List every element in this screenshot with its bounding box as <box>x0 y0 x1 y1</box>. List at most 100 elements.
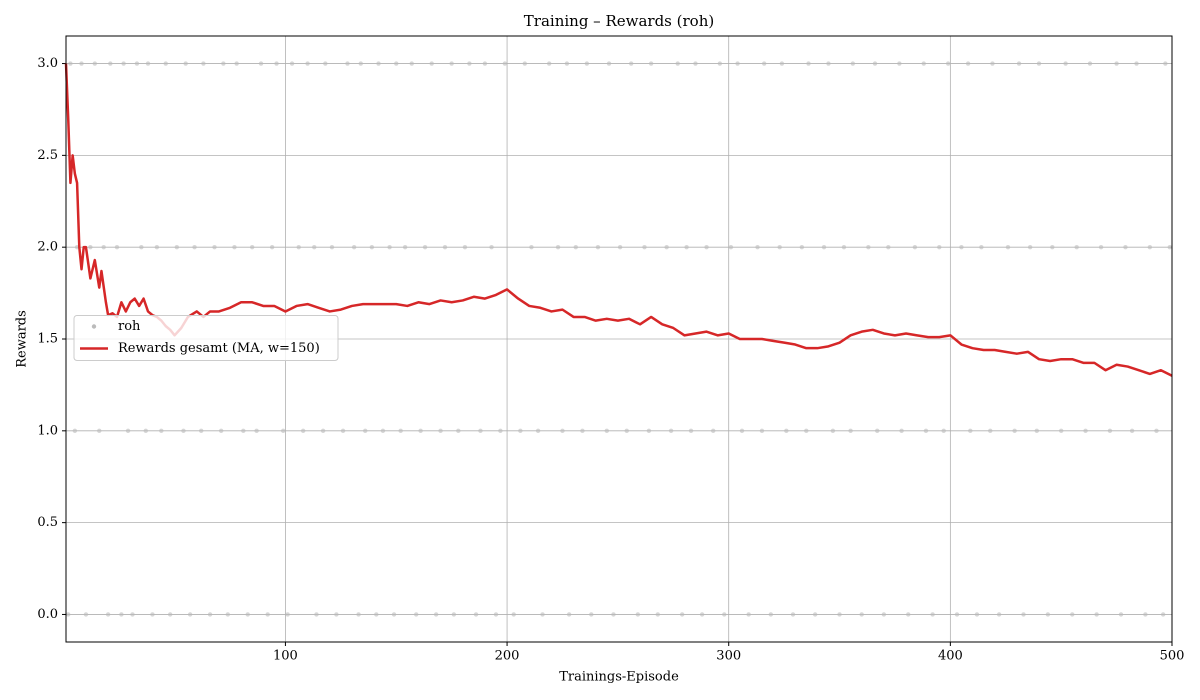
scatter-point <box>595 244 601 250</box>
scatter-point <box>413 612 419 617</box>
scatter-point <box>642 244 647 250</box>
scatter-point <box>312 244 317 250</box>
scatter-point <box>187 612 193 617</box>
scatter-point <box>790 612 796 617</box>
scatter-point <box>518 428 523 434</box>
scatter-point <box>218 428 224 434</box>
scatter-point <box>755 244 760 250</box>
scatter-point <box>438 428 443 434</box>
scatter-point <box>300 428 306 434</box>
scatter-point <box>897 61 902 66</box>
scatter-point <box>688 428 694 434</box>
x-tick-label: 500 <box>1160 649 1185 664</box>
scatter-point <box>451 612 457 617</box>
legend: roh Rewards gesamt (MA, w=150) <box>73 315 339 361</box>
scatter-point <box>866 244 871 250</box>
scatter-point <box>269 244 275 250</box>
scatter-point <box>1167 244 1172 250</box>
scatter-point <box>181 428 186 434</box>
scatter-point <box>88 244 93 250</box>
scatter-point <box>1074 244 1079 250</box>
scatter-point <box>154 244 160 250</box>
scatter-point <box>1021 612 1026 617</box>
scatter-point <box>254 428 259 434</box>
scatter-point <box>1154 428 1159 434</box>
scatter-point <box>1070 612 1075 617</box>
scatter-point <box>899 428 904 434</box>
scatter-point <box>159 428 164 434</box>
scatter-point <box>502 61 508 66</box>
scatter-point <box>274 61 279 66</box>
scatter-point <box>394 61 399 66</box>
scatter-point <box>281 428 286 434</box>
scatter-point <box>848 428 853 434</box>
scatter-point <box>134 61 140 66</box>
x-tick-label: 100 <box>273 649 298 664</box>
scatter-point <box>363 428 368 434</box>
scatter-point <box>611 612 616 617</box>
scatter-point <box>693 61 698 66</box>
scatter-point <box>207 612 213 617</box>
scatter-point <box>265 612 270 617</box>
scatter-point <box>1087 61 1093 66</box>
y-tick-label: 2.5 <box>37 148 58 163</box>
scatter-point <box>1147 244 1153 250</box>
scatter-point <box>974 612 980 617</box>
scatter-point <box>163 61 168 66</box>
scatter-point <box>387 244 392 250</box>
scatter-point <box>473 612 479 617</box>
scatter-point <box>511 612 516 617</box>
scatter-point <box>1143 612 1148 617</box>
scatter-point <box>183 61 188 66</box>
scatter-point <box>684 244 689 250</box>
scatter-point <box>125 428 131 434</box>
legend-label: roh <box>118 319 141 334</box>
legend-label: Rewards gesamt (MA, w=150) <box>118 341 320 356</box>
scatter-point <box>522 61 528 66</box>
scatter-point <box>704 244 709 250</box>
scatter-point <box>988 428 993 434</box>
scatter-point <box>402 244 408 250</box>
scatter-point <box>139 244 144 250</box>
scatter-point <box>759 428 765 434</box>
scatter-point <box>979 244 984 250</box>
scatter-point <box>489 244 494 250</box>
scatter-point <box>449 61 454 66</box>
scatter-point <box>398 428 403 434</box>
scatter-point <box>841 244 847 250</box>
scatter-point <box>804 428 809 434</box>
scatter-point <box>221 61 226 66</box>
scatter-point <box>482 61 488 66</box>
scatter-point <box>555 244 561 250</box>
scatter-point <box>1123 244 1128 250</box>
scatter-point <box>356 612 361 617</box>
scatter-point <box>456 428 461 434</box>
scatter-point <box>374 612 379 617</box>
scatter-point <box>79 61 84 66</box>
legend-marker <box>91 324 97 329</box>
scatter-point <box>358 61 363 66</box>
y-tick-label: 3.0 <box>37 56 58 71</box>
scatter-point <box>1160 612 1166 617</box>
scatter-point <box>493 612 499 617</box>
scatter-point <box>345 61 350 66</box>
scatter-point <box>418 428 423 434</box>
scatter-point <box>1063 61 1068 66</box>
scatter-point <box>305 61 310 66</box>
scatter-point <box>784 428 789 434</box>
scatter-point <box>584 61 590 66</box>
scatter-point <box>606 61 612 66</box>
scatter-point <box>906 612 911 617</box>
scatter-point <box>968 428 973 434</box>
scatter-point <box>945 61 951 66</box>
scatter-point <box>768 612 774 617</box>
scatter-point <box>799 244 805 250</box>
scatter-point <box>467 61 472 66</box>
scatter-point <box>881 612 887 617</box>
scatter-point <box>66 612 71 617</box>
scatter-point <box>777 244 782 250</box>
scatter-point <box>1027 244 1033 250</box>
scatter-point <box>535 428 541 434</box>
scatter-point <box>699 612 705 617</box>
scatter-point <box>735 61 740 66</box>
